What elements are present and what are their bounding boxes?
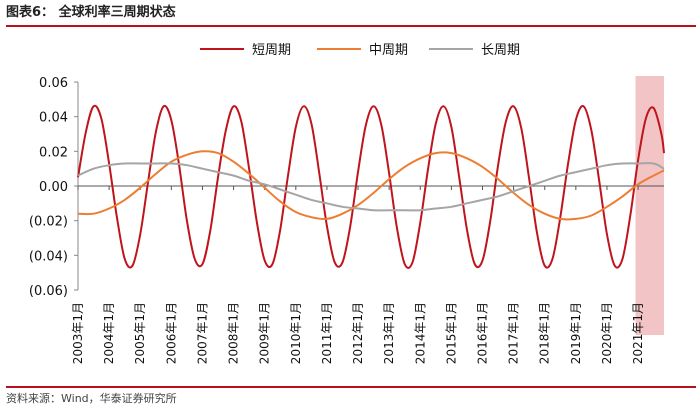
chart-figure-title: 图表6： 全球利率三周期状态 [6,5,176,20]
highlight-band [635,76,664,335]
footer-divider [6,386,696,388]
x-tick-label: 2008年1月 [227,302,241,364]
x-tick-label: 2006年1月 [164,302,178,364]
legend-label-1: 短周期 [252,43,291,58]
y-tick-label: 0.06 [39,76,68,91]
x-tick-label: 2003年1月 [71,302,85,364]
series-line-3 [77,162,665,212]
x-tick-label: 2014年1月 [413,302,427,364]
x-tick-label: 2016年1月 [476,302,490,364]
series-line-1 [77,104,665,269]
x-tick-label: 2021年1月 [631,302,645,364]
x-tick-label: 2017年1月 [507,302,521,364]
x-tick-label: 2005年1月 [133,302,147,364]
y-tick-label: (0.06) [29,284,68,299]
x-tick-label: 2013年1月 [382,302,396,364]
y-tick-label: (0.02) [29,215,68,230]
x-tick-label: 2007年1月 [195,302,209,364]
legend-label-3: 长周期 [481,43,520,58]
chart-svg: 0.06 0.04 0.02 0.00 (0.02) (0.04) (0.06)2003年1… [29,43,665,364]
x-tick-label: 2012年1月 [351,302,365,364]
x-tick-label: 2011年1月 [320,302,334,364]
x-tick-label: 2010年1月 [289,302,303,364]
chart-header: 图表6： 全球利率三周期状态 [6,3,696,27]
x-tick-label: 2020年1月 [600,302,614,364]
legend-label-2: 中周期 [369,43,408,58]
series-line-2 [77,150,665,221]
y-tick-label: (0.04) [29,249,68,264]
x-tick-label: 2004年1月 [102,302,116,364]
y-tick-label: 0.02 [39,145,68,160]
y-tick-label: 0.00 [39,180,68,195]
x-tick-label: 2009年1月 [258,302,272,364]
x-tick-label: 2018年1月 [538,302,552,364]
title-divider [6,25,696,27]
y-tick-label: 0.04 [39,111,68,126]
x-tick-label: 2015年1月 [444,302,458,364]
x-tick-label: 2019年1月 [569,302,583,364]
source-note: 资料来源：Wind，华泰证券研究所 [6,392,177,405]
